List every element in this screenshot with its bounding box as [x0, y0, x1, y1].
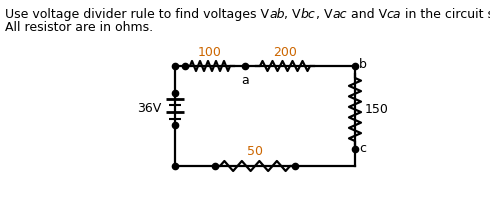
- Text: 36V: 36V: [137, 103, 161, 116]
- Text: , V: , V: [285, 8, 301, 21]
- Text: ab: ab: [269, 8, 285, 21]
- Text: ac: ac: [332, 8, 347, 21]
- Text: 100: 100: [198, 46, 222, 59]
- Text: 200: 200: [273, 46, 297, 59]
- Text: , V: , V: [316, 8, 332, 21]
- Text: c: c: [359, 143, 366, 156]
- Text: ca: ca: [387, 8, 401, 21]
- Text: All resistor are in ohms.: All resistor are in ohms.: [5, 21, 153, 34]
- Text: and V: and V: [347, 8, 387, 21]
- Text: a: a: [241, 74, 249, 87]
- Text: b: b: [359, 59, 367, 72]
- Text: Use voltage divider rule to find voltages V: Use voltage divider rule to find voltage…: [5, 8, 269, 21]
- Text: in the circuit shown.: in the circuit shown.: [401, 8, 490, 21]
- Text: 50: 50: [247, 145, 263, 158]
- Text: 150: 150: [365, 103, 389, 116]
- Text: bc: bc: [301, 8, 316, 21]
